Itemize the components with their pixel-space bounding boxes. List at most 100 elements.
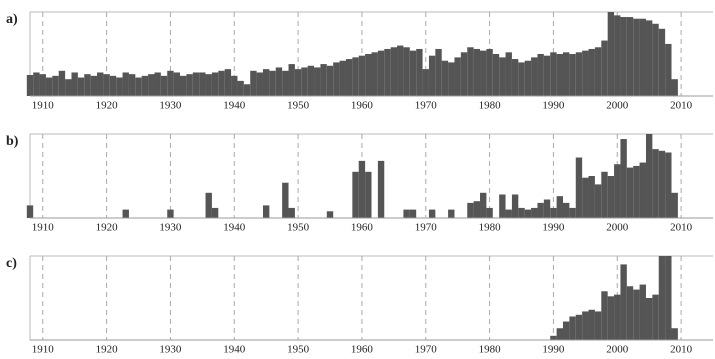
x-tick-label: 1990 [542,100,565,112]
bar [562,52,570,96]
bar [633,18,640,96]
bar [224,69,232,96]
bar [652,23,659,96]
bar [262,205,270,218]
bar [607,296,615,340]
bar [358,55,366,96]
x-tick-label: 1970 [415,100,438,112]
bar [205,74,212,96]
bar [562,321,570,340]
bar [333,62,340,96]
bar [671,328,678,340]
bar [537,54,544,96]
panel-label: c) [6,256,17,271]
bar [582,177,589,218]
bar [588,176,595,218]
bar [499,57,506,96]
bar [639,284,646,340]
bar [307,65,315,96]
bar [543,199,551,218]
bar [550,335,557,340]
bar [186,74,193,96]
bar [122,72,129,96]
bar [122,209,129,218]
x-tick-label: 1970 [415,344,438,356]
x-tick-label: 1910 [32,100,55,112]
bar [556,54,563,96]
bar [90,75,98,96]
bar [52,75,59,96]
bar [652,149,659,218]
bar [626,17,634,96]
bar [665,256,672,340]
bar [569,207,576,218]
x-tick-label: 1920 [96,100,119,112]
bar [160,75,168,96]
x-tick-label: 1960 [351,222,374,234]
bar [109,75,117,96]
bar [620,17,627,96]
bar [403,47,410,96]
bar [562,202,570,218]
bar [518,62,525,96]
bar [454,57,461,96]
bar [524,60,532,96]
bar [26,205,34,218]
bar [460,52,468,96]
bar [645,134,653,218]
x-tick-label: 1990 [542,222,565,234]
bar [626,167,634,218]
bar [486,207,493,218]
bar [282,182,289,218]
bar [192,72,200,96]
bar [480,50,487,96]
bar [626,286,634,340]
x-tick-label: 2000 [606,100,629,112]
bar [116,77,123,96]
bar [658,150,666,218]
bar [256,72,263,96]
bar [77,77,85,96]
bar [26,75,34,96]
bar [671,79,678,96]
bar [384,48,391,96]
x-tick-label: 1980 [479,344,502,356]
bar [173,72,181,96]
bar [492,54,500,96]
bar [582,50,589,96]
bar [243,84,251,96]
x-tick-label: 1920 [96,222,119,234]
bar [633,289,640,340]
bar [594,184,602,218]
bar [601,40,608,96]
bar [403,209,410,218]
bar [428,55,436,96]
bar [365,171,372,218]
bar [467,202,474,218]
bar [352,57,359,96]
bar [614,294,621,340]
bar [237,80,244,96]
bar [294,69,302,96]
bar [601,171,608,218]
bar [556,196,563,218]
bar [601,291,608,340]
bar [543,55,551,96]
bar [33,72,40,96]
bar [480,192,487,218]
x-tick-label: 1980 [479,222,502,234]
bar [633,165,640,218]
bar [211,72,219,96]
bar [556,328,563,340]
bar [218,70,225,96]
bar [665,43,672,96]
bar [639,18,646,96]
bar [652,294,659,340]
bar [569,316,576,340]
bar [314,67,321,96]
x-tick-label: 1980 [479,100,502,112]
bar [422,69,429,96]
x-tick-label: 1940 [223,222,246,234]
bar [141,75,149,96]
bar [148,74,155,96]
